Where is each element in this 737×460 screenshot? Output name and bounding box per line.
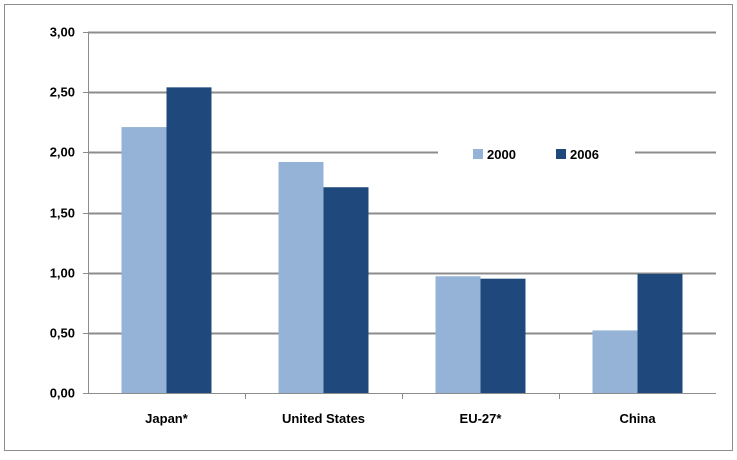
legend-background xyxy=(438,140,635,168)
y-tick-labels: 0,00 0,50 1,00 1,50 2,00 2,50 3,00 xyxy=(50,25,75,401)
y-tick-label-3: 1,50 xyxy=(50,206,75,221)
bar-japan-2000 xyxy=(121,127,167,394)
legend-label-2000: 2000 xyxy=(487,147,516,162)
y-tick-label-6: 3,00 xyxy=(50,25,75,40)
legend-label-2006: 2006 xyxy=(570,147,599,162)
bar-china-2000 xyxy=(592,330,638,393)
y-tick-label-5: 2,50 xyxy=(50,85,75,100)
bars xyxy=(121,87,683,394)
y-tick-label-2: 1,00 xyxy=(50,266,75,281)
y-tick-label-4: 2,00 xyxy=(50,145,75,160)
x-tick-label-0: Japan* xyxy=(145,411,189,426)
bar-united-states-2000 xyxy=(278,161,324,393)
legend-swatch-2000 xyxy=(473,149,483,159)
axes xyxy=(83,32,716,399)
bar-japan-2006 xyxy=(166,87,212,393)
y-tick-label-1: 0,50 xyxy=(50,326,75,341)
bar-eu-27-2000 xyxy=(435,276,481,393)
legend: 2000 2006 xyxy=(438,140,635,168)
bar-united-states-2006 xyxy=(323,187,369,393)
x-tick-labels: Japan* United States EU-27* China xyxy=(145,411,656,426)
x-tick-label-3: China xyxy=(619,411,656,426)
bar-eu-27-2006 xyxy=(480,278,526,393)
legend-swatch-2006 xyxy=(556,149,566,159)
bar-china-2006 xyxy=(637,273,683,393)
y-tick-label-0: 0,00 xyxy=(50,386,75,401)
x-tick-label-1: United States xyxy=(282,411,365,426)
x-tick-label-2: EU-27* xyxy=(460,411,503,426)
